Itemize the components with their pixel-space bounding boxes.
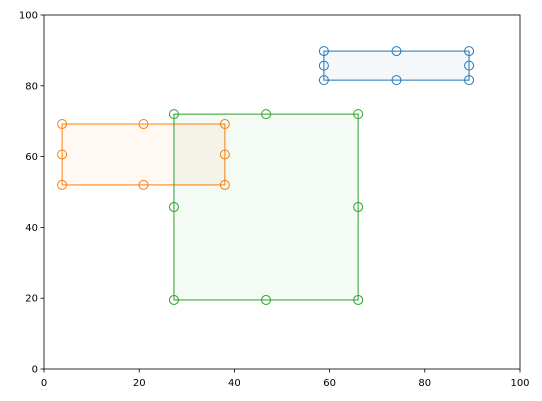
handle	[353, 109, 364, 120]
y-tick-label: 40	[25, 223, 38, 234]
handle	[219, 149, 230, 160]
handle	[168, 109, 179, 120]
handle	[464, 60, 475, 71]
x-tick-label: 80	[418, 378, 431, 389]
handle	[464, 46, 475, 57]
handle	[464, 75, 475, 86]
y-tick-label: 60	[25, 152, 38, 163]
x-tick-label: 40	[228, 378, 241, 389]
handle	[57, 179, 68, 190]
axes-frame	[43, 14, 521, 370]
handle	[168, 202, 179, 213]
handle	[353, 294, 364, 305]
handle	[138, 179, 149, 190]
handle	[391, 75, 402, 86]
x-tick-label: 100	[510, 378, 529, 389]
handle	[219, 119, 230, 130]
x-tick-label: 20	[133, 378, 146, 389]
handle	[57, 119, 68, 130]
y-tick-label: 20	[25, 294, 38, 305]
handle	[318, 75, 329, 86]
plot-area	[44, 15, 520, 369]
x-tick-label: 0	[41, 378, 47, 389]
y-tick-label: 0	[32, 365, 38, 376]
handle	[318, 60, 329, 71]
y-tick-label: 100	[19, 11, 38, 22]
y-tick-label: 80	[25, 81, 38, 92]
handle	[219, 179, 230, 190]
handle	[57, 149, 68, 160]
handle	[391, 46, 402, 57]
handle	[261, 109, 272, 120]
handle	[353, 202, 364, 213]
rectangle	[173, 113, 359, 301]
rectangle	[61, 123, 226, 186]
handle	[261, 294, 272, 305]
handle	[318, 46, 329, 57]
handle	[168, 294, 179, 305]
handle	[138, 119, 149, 130]
x-tick-label: 60	[323, 378, 336, 389]
